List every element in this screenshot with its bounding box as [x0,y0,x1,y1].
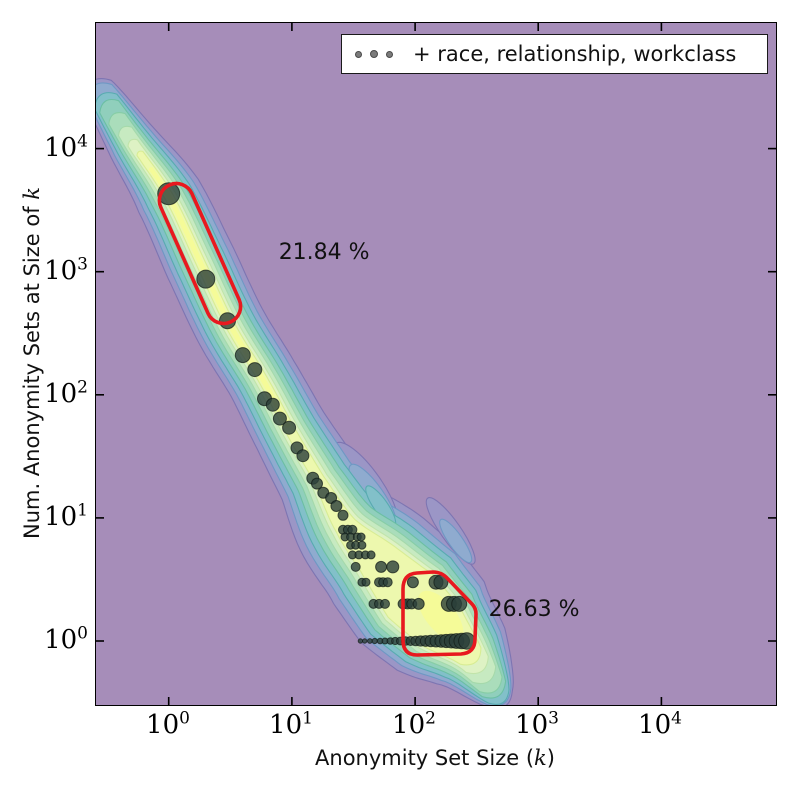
x-tick-label-10e3: 103 [515,708,559,740]
data-point [361,577,371,587]
x-tick-label-10e2: 102 [392,708,436,740]
y-tick-label-10e1: 101 [44,500,88,532]
data-point [265,397,280,412]
x-axis-label-math-k: k [534,746,547,770]
axis-tick-marks [96,23,776,705]
data-point [311,477,323,490]
data-point [367,638,373,644]
x-tick-label-10e1: 101 [269,708,313,740]
percentage-annotations: 21.84 % 26.63 % [279,240,580,622]
data-point [350,561,361,572]
legend-marker-dot-small [386,50,393,58]
data-point [386,560,400,574]
data-point [356,532,366,542]
scatter-points [157,182,476,650]
data-point [247,362,263,378]
x-axis-label-text: Anonymity Set Size ( [315,746,535,770]
legend-marker-dot-small [355,50,362,58]
data-point [330,500,343,512]
y-tick-label-10e0: 100 [44,623,88,655]
data-point [451,595,468,612]
y-tick-label-10e2: 102 [44,377,88,409]
data-point [296,449,310,463]
data-point [406,576,419,589]
data-point [272,411,287,426]
data-point [282,420,297,435]
data-point [380,598,390,609]
x-tick-label-10e4: 104 [638,708,682,740]
data-point [412,597,425,610]
data-point [362,638,368,644]
data-point [196,269,216,289]
annotation-percentage: 26.63 % [489,597,580,622]
y-axis-label: Num. Anonymity Sets at Size of k [20,187,44,539]
data-point [234,347,251,364]
data-point [337,509,349,521]
plot-canvas: 21.84 % 26.63 % [96,23,776,705]
x-axis-label-suffix: ) [546,746,555,770]
data-point [357,540,367,550]
y-axis-label-math-k: k [20,186,44,200]
y-tick-label-10e3: 103 [44,254,88,286]
data-point [382,577,393,588]
cluster-outline-bottom [401,570,478,657]
legend-label: + race, relationship, workclass [413,42,737,66]
data-point [366,550,376,560]
data-point [375,560,388,573]
legend-marker-dot-medium [370,50,378,58]
x-axis-label: Anonymity Set Size (k) [95,746,775,770]
data-point [371,637,378,645]
annotation-percentage: 21.84 % [279,240,370,265]
data-point [357,638,364,644]
y-axis-label-text: Num. Anonymity Sets at Size of [20,199,44,540]
plot-area: 21.84 % 26.63 % + race, relationship, wor… [95,22,777,706]
cluster-outline-top [157,181,243,326]
x-tick-label-10e0: 100 [146,708,190,740]
y-tick-label-10e4: 104 [44,131,88,163]
kde-contours [96,23,776,705]
legend: + race, relationship, workclass [341,34,768,74]
